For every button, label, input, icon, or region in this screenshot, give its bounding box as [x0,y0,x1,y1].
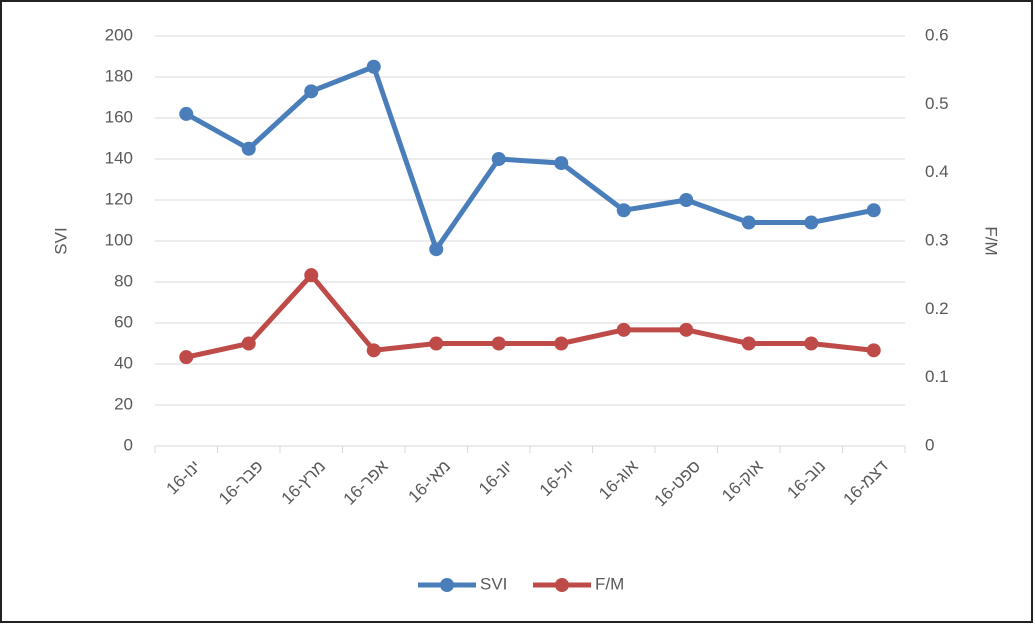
data-point [741,336,756,351]
y2-tick-label: 0 [925,435,934,454]
legend-label: F/M [595,574,624,593]
y2-tick-label: 0.6 [925,25,949,44]
y-tick-label: 40 [114,353,133,372]
y-tick-label: 0 [124,435,133,454]
data-point [179,350,194,365]
data-point [554,156,569,171]
y-tick-label: 160 [105,107,133,126]
series-line [185,64,875,252]
y2-axis-title: F/M [982,226,1001,255]
y-tick-label: 20 [114,394,133,413]
y-tick-label: 120 [105,189,133,208]
data-point [429,336,444,351]
y-tick-label: 140 [105,148,133,167]
y2-tick-label: 0.4 [925,162,949,181]
data-point [554,336,569,351]
legend-label: SVI [480,574,507,593]
y-axis-title: SVI [51,227,70,254]
y-tick-label: 200 [105,25,133,44]
data-point [616,203,631,218]
y-tick-label: 80 [114,271,133,290]
data-point [741,215,756,230]
y2-tick-label: 0.1 [925,367,949,386]
y-tick-label: 60 [114,312,133,331]
y2-tick-label: 0.5 [925,94,949,113]
y-tick-label: 180 [105,66,133,85]
data-point [679,322,694,337]
data-point [304,268,319,283]
y2-tick-label: 0.2 [925,299,949,318]
legend-marker [440,578,454,592]
data-point [616,322,631,337]
data-point [366,59,381,74]
data-point [804,215,819,230]
data-point [241,336,256,351]
data-point [179,106,194,121]
series-line [185,272,875,360]
data-point [304,84,319,99]
data-point [866,203,881,218]
y-tick-label: 100 [105,230,133,249]
data-point [241,141,256,156]
legend-marker [555,578,569,592]
data-point [366,343,381,358]
data-point [804,336,819,351]
data-point [679,193,694,207]
data-point [429,242,444,257]
data-point [491,152,506,166]
y2-tick-label: 0.3 [925,230,949,249]
data-point [491,336,506,351]
data-point [866,343,881,358]
